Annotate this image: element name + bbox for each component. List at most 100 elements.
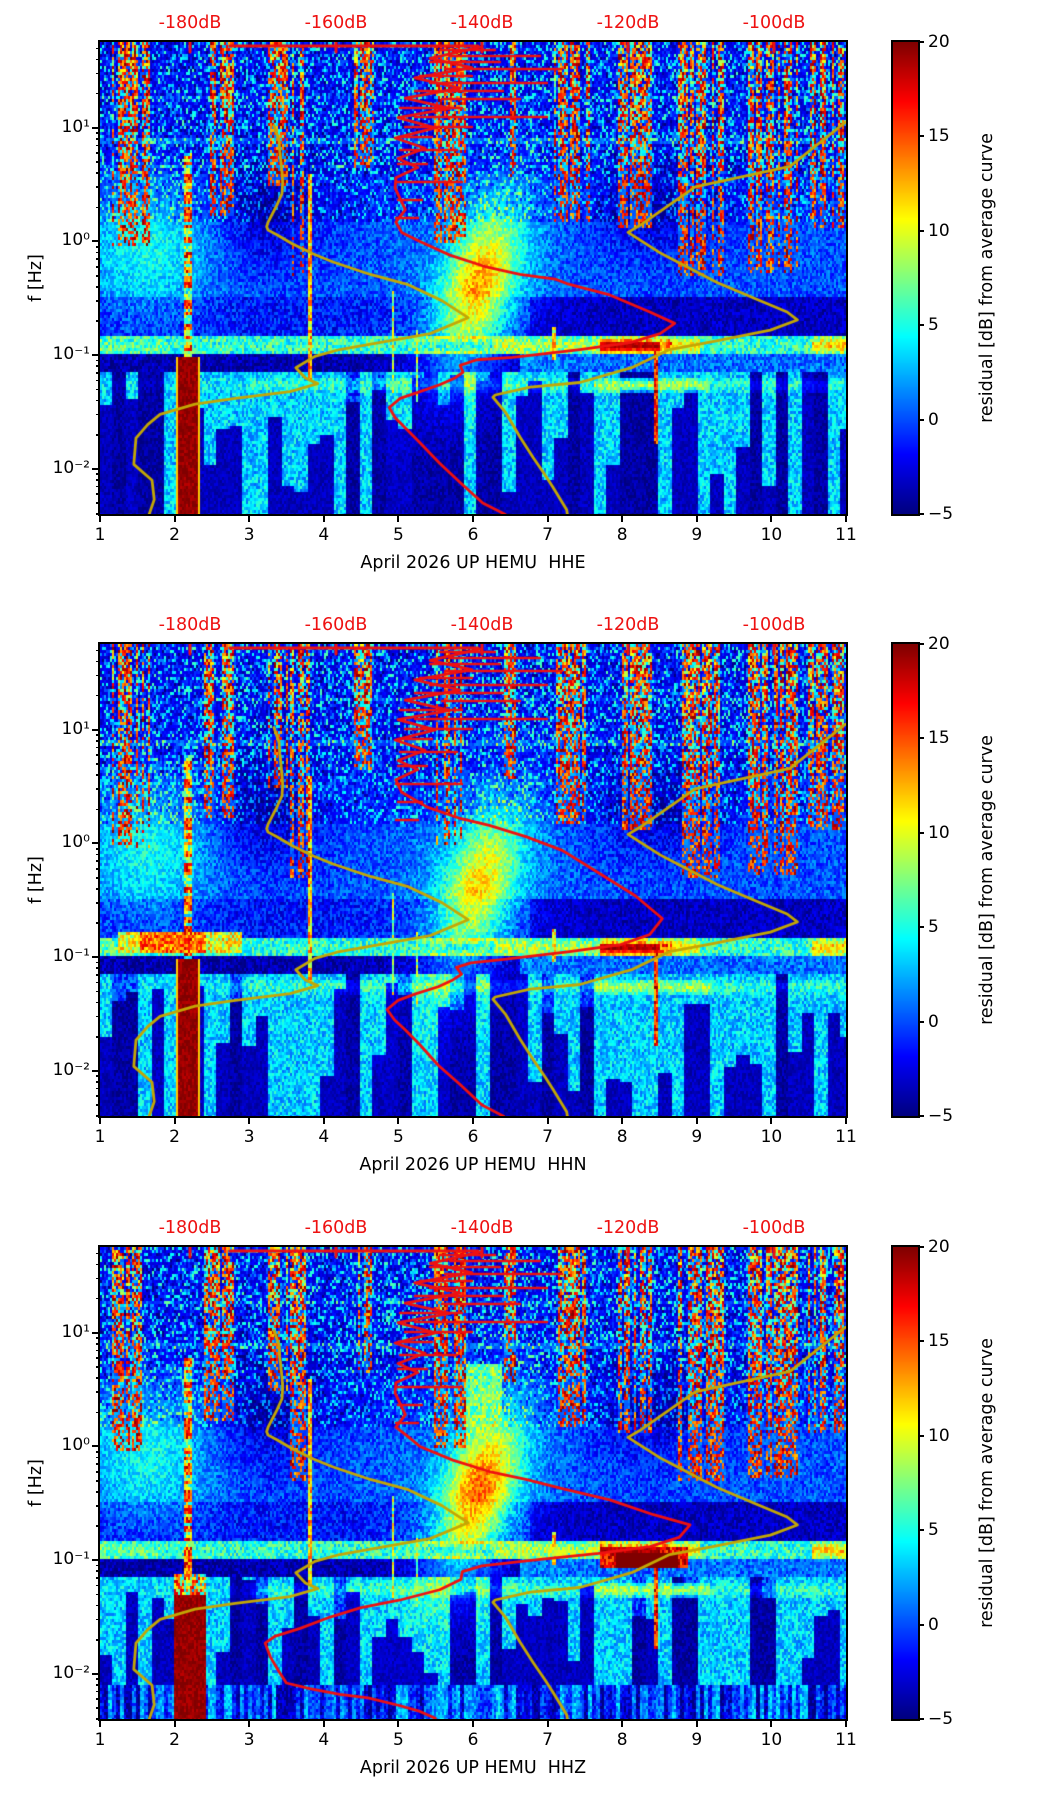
colorbar-tick-label: 10 [928,220,950,241]
colorbar-tick-label: 5 [928,315,939,336]
y-minor-tick [96,365,100,368]
y-minor-tick [96,1684,100,1686]
y-minor-tick [96,774,100,776]
colorbar-tick [918,513,924,515]
y-minor-tick [96,138,100,140]
top-db-label: -120dB [596,615,660,635]
y-minor-tick [96,922,100,924]
y-minor-tick [96,132,100,134]
colorbar-tick [918,1718,924,1720]
colorbar-tick-label: 20 [928,1237,950,1257]
x-tick [173,514,176,522]
x-tick-label: 11 [835,1730,857,1750]
x-tick [695,514,698,522]
top-db-label: -180dB [158,13,222,33]
y-minor-tick [96,47,100,50]
y-minor-tick [96,990,100,993]
y-minor-tick [96,1001,100,1004]
y-minor-tick [96,967,100,970]
top-db-label: -120dB [596,13,660,33]
x-tick-label: 10 [760,1127,783,1147]
y-major-tick [92,1559,100,1562]
y-major-tick [92,354,100,357]
x-tick [770,1719,773,1727]
x-tick [248,1719,251,1727]
y-major-tick [92,1445,100,1448]
top-db-label: -100dB [742,13,806,33]
y-minor-tick [96,274,100,277]
colorbar-tick-label: 20 [928,634,950,654]
y-minor-tick [96,379,100,382]
y-major-tick [92,728,100,731]
x-tick [621,1719,624,1727]
y-minor-tick [96,1411,100,1414]
y-minor-tick [96,1104,100,1106]
y-minor-tick [96,754,100,756]
y-minor-tick [96,58,100,61]
y-minor-tick [96,847,100,850]
y-minor-tick [96,144,100,147]
y-minor-tick [96,1450,100,1453]
colorbar-tick-label: −5 [928,1106,954,1126]
x-tick-label: 2 [169,1730,180,1750]
x-tick [845,1719,847,1727]
y-minor-tick [96,694,100,697]
y-minor-tick [96,413,100,416]
x-tick [248,1116,251,1124]
x-axis-title-hhz: April 2026 UP HEMU HHZ [359,1758,587,1778]
y-minor-tick [96,1505,100,1507]
colorbar-tick [918,324,924,327]
y-minor-tick [96,92,100,95]
x-tick-label: 9 [691,525,703,545]
y-minor-tick [96,1075,100,1077]
y-minor-tick [96,485,100,488]
y-minor-tick [96,1564,100,1567]
x-tick-label: 4 [318,525,330,545]
colorbar-tick [918,418,924,421]
y-minor-tick [96,1638,100,1641]
top-db-label: -160dB [304,615,368,635]
x-tick-label: 9 [691,1127,703,1147]
y-major-tick [92,240,100,243]
y-minor-tick [96,734,100,736]
y-tick-label: 10⁻² [52,457,90,478]
x-tick-label: 6 [467,1127,479,1147]
y-minor-tick [96,388,100,391]
colorbar-tick-label: 15 [928,126,950,147]
y-minor-tick [96,788,100,791]
colorbar-tick-label: −5 [928,504,954,524]
y-minor-tick [96,251,100,254]
x-tick [770,1116,773,1124]
top-db-label: -140dB [450,615,514,635]
colorbar-tick [918,1246,924,1248]
top-db-label: -160dB [304,1218,368,1238]
x-tick-label: 2 [169,1127,180,1147]
y-tick-label: 10⁰ [61,832,90,853]
y-minor-tick [96,746,100,749]
colorbar-tick-label: 10 [928,822,950,843]
y-tick-label: 10¹ [61,718,90,739]
colorbar-hhz [893,1247,918,1719]
y-minor-tick [96,1490,100,1493]
colorbar-tick-label: 15 [928,1331,950,1352]
y-tick-label: 10¹ [61,1321,90,1342]
y-minor-tick [96,1343,100,1345]
colorbar-tick-label: 10 [928,1425,950,1446]
x-tick-label: 8 [616,1730,628,1750]
y-minor-tick [96,1577,100,1579]
colorbar-tick [918,643,924,645]
x-tick [397,1719,400,1727]
y-minor-tick [96,981,100,984]
colorbar-tick [918,1529,924,1532]
y-minor-tick [96,1584,100,1587]
y-minor-tick [96,1479,100,1482]
y-minor-tick [96,320,100,322]
x-tick [546,514,549,522]
y-minor-tick [96,300,100,302]
y-minor-tick [96,1463,100,1465]
y-minor-tick [96,479,100,481]
x-tick [695,1116,698,1124]
y-minor-tick [96,1604,100,1607]
spectrogram-heatmap-hhz [100,1247,846,1719]
x-tick-label: 4 [318,1127,330,1147]
